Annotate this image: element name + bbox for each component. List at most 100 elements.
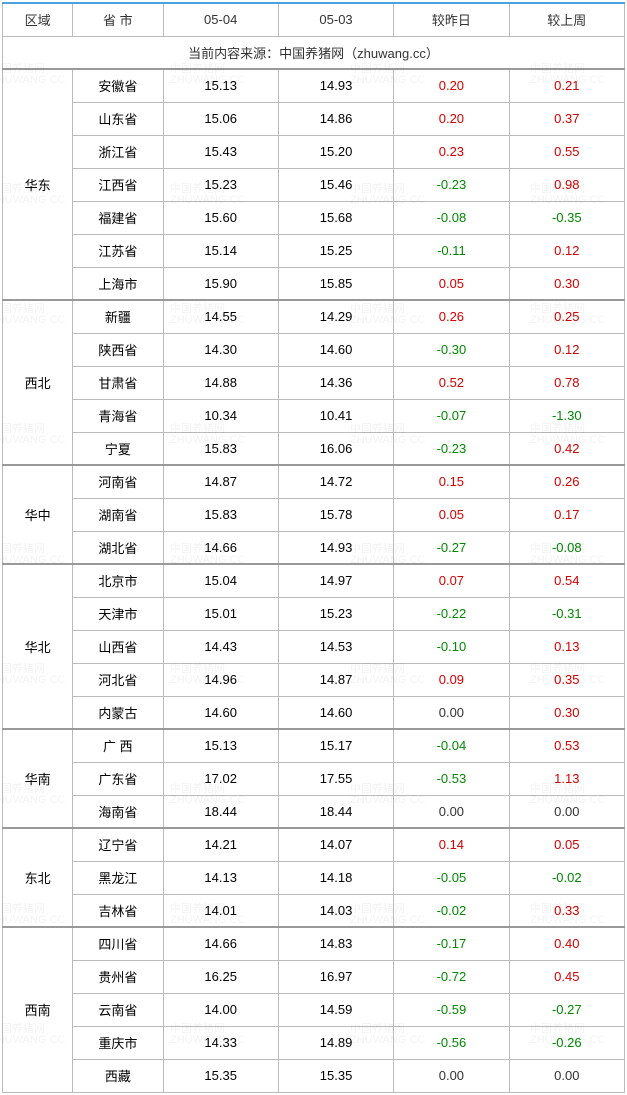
table-row: 宁夏15.8316.06-0.230.42 <box>3 432 625 465</box>
value-col1: 15.60 <box>163 201 278 234</box>
delta-lastweek: -0.08 <box>509 531 624 564</box>
table-row: 上海市15.9015.850.050.30 <box>3 267 625 300</box>
value-col2: 15.25 <box>278 234 393 267</box>
delta-lastweek: 0.33 <box>509 894 624 927</box>
table-row: 山西省14.4314.53-0.100.13 <box>3 630 625 663</box>
delta-yesterday: -0.17 <box>394 927 509 960</box>
province-cell: 广东省 <box>73 762 163 795</box>
delta-lastweek: 0.35 <box>509 663 624 696</box>
delta-yesterday: 0.00 <box>394 1059 509 1092</box>
value-col2: 14.93 <box>278 531 393 564</box>
province-cell: 江苏省 <box>73 234 163 267</box>
province-cell: 河南省 <box>73 465 163 498</box>
delta-yesterday: -0.59 <box>394 993 509 1026</box>
delta-yesterday: -0.23 <box>394 432 509 465</box>
value-col2: 14.87 <box>278 663 393 696</box>
value-col2: 15.23 <box>278 597 393 630</box>
header-row: 区域 省 市 05-04 05-03 较昨日 较上周 <box>3 3 625 36</box>
value-col2: 10.41 <box>278 399 393 432</box>
table-row: 湖南省15.8315.780.050.17 <box>3 498 625 531</box>
value-col1: 10.34 <box>163 399 278 432</box>
delta-lastweek: -0.35 <box>509 201 624 234</box>
value-col2: 14.07 <box>278 828 393 861</box>
value-col1: 14.87 <box>163 465 278 498</box>
delta-lastweek: 0.05 <box>509 828 624 861</box>
delta-lastweek: 0.45 <box>509 960 624 993</box>
table-row: 华北北京市15.0414.970.070.54 <box>3 564 625 597</box>
value-col2: 14.59 <box>278 993 393 1026</box>
delta-lastweek: 0.26 <box>509 465 624 498</box>
value-col1: 14.66 <box>163 927 278 960</box>
table-row: 贵州省16.2516.97-0.720.45 <box>3 960 625 993</box>
delta-lastweek: 0.12 <box>509 234 624 267</box>
table-row: 浙江省15.4315.200.230.55 <box>3 135 625 168</box>
value-col1: 15.13 <box>163 729 278 762</box>
table-row: 华东安徽省15.1314.930.200.21 <box>3 69 625 102</box>
delta-lastweek: 0.54 <box>509 564 624 597</box>
value-col2: 15.17 <box>278 729 393 762</box>
delta-lastweek: 0.40 <box>509 927 624 960</box>
value-col1: 14.96 <box>163 663 278 696</box>
table-row: 福建省15.6015.68-0.08-0.35 <box>3 201 625 234</box>
province-cell: 甘肃省 <box>73 366 163 399</box>
value-col1: 15.06 <box>163 102 278 135</box>
province-cell: 福建省 <box>73 201 163 234</box>
value-col2: 14.36 <box>278 366 393 399</box>
table-row: 西南四川省14.6614.83-0.170.40 <box>3 927 625 960</box>
table-row: 广东省17.0217.55-0.531.13 <box>3 762 625 795</box>
delta-yesterday: -0.56 <box>394 1026 509 1059</box>
delta-yesterday: 0.52 <box>394 366 509 399</box>
table-row: 西藏15.3515.350.000.00 <box>3 1059 625 1092</box>
delta-lastweek: 0.00 <box>509 795 624 828</box>
value-col2: 14.18 <box>278 861 393 894</box>
delta-lastweek: 0.25 <box>509 300 624 333</box>
value-col1: 15.35 <box>163 1059 278 1092</box>
price-table: 区域 省 市 05-04 05-03 较昨日 较上周 当前内容来源：中国养猪网（… <box>2 2 625 1093</box>
delta-yesterday: 0.20 <box>394 69 509 102</box>
region-cell: 东北 <box>3 828 73 927</box>
delta-lastweek: -0.31 <box>509 597 624 630</box>
header-region: 区域 <box>3 3 73 36</box>
value-col2: 18.44 <box>278 795 393 828</box>
value-col2: 15.78 <box>278 498 393 531</box>
value-col1: 15.83 <box>163 498 278 531</box>
province-cell: 浙江省 <box>73 135 163 168</box>
province-cell: 新疆 <box>73 300 163 333</box>
delta-lastweek: -1.30 <box>509 399 624 432</box>
province-cell: 西藏 <box>73 1059 163 1092</box>
province-cell: 海南省 <box>73 795 163 828</box>
value-col2: 14.89 <box>278 1026 393 1059</box>
province-cell: 重庆市 <box>73 1026 163 1059</box>
table-row: 西北新疆14.5514.290.260.25 <box>3 300 625 333</box>
value-col1: 14.13 <box>163 861 278 894</box>
value-col2: 17.55 <box>278 762 393 795</box>
delta-lastweek: 0.30 <box>509 696 624 729</box>
source-row: 当前内容来源：中国养猪网（zhuwang.cc） <box>3 36 625 69</box>
delta-yesterday: -0.30 <box>394 333 509 366</box>
province-cell: 辽宁省 <box>73 828 163 861</box>
header-col1: 05-04 <box>163 3 278 36</box>
value-col1: 15.01 <box>163 597 278 630</box>
value-col2: 14.03 <box>278 894 393 927</box>
delta-yesterday: 0.09 <box>394 663 509 696</box>
province-cell: 云南省 <box>73 993 163 1026</box>
value-col1: 15.04 <box>163 564 278 597</box>
value-col2: 14.60 <box>278 333 393 366</box>
delta-yesterday: 0.20 <box>394 102 509 135</box>
header-vs-yesterday: 较昨日 <box>394 3 509 36</box>
province-cell: 青海省 <box>73 399 163 432</box>
province-cell: 贵州省 <box>73 960 163 993</box>
table-row: 湖北省14.6614.93-0.27-0.08 <box>3 531 625 564</box>
value-col2: 15.35 <box>278 1059 393 1092</box>
delta-yesterday: -0.05 <box>394 861 509 894</box>
delta-yesterday: -0.11 <box>394 234 509 267</box>
table-row: 华南广 西15.1315.17-0.040.53 <box>3 729 625 762</box>
value-col1: 14.88 <box>163 366 278 399</box>
table-row: 云南省14.0014.59-0.59-0.27 <box>3 993 625 1026</box>
delta-yesterday: -0.53 <box>394 762 509 795</box>
table-row: 陕西省14.3014.60-0.300.12 <box>3 333 625 366</box>
region-cell: 华东 <box>3 69 73 300</box>
delta-yesterday: 0.05 <box>394 267 509 300</box>
value-col2: 16.97 <box>278 960 393 993</box>
value-col1: 15.23 <box>163 168 278 201</box>
